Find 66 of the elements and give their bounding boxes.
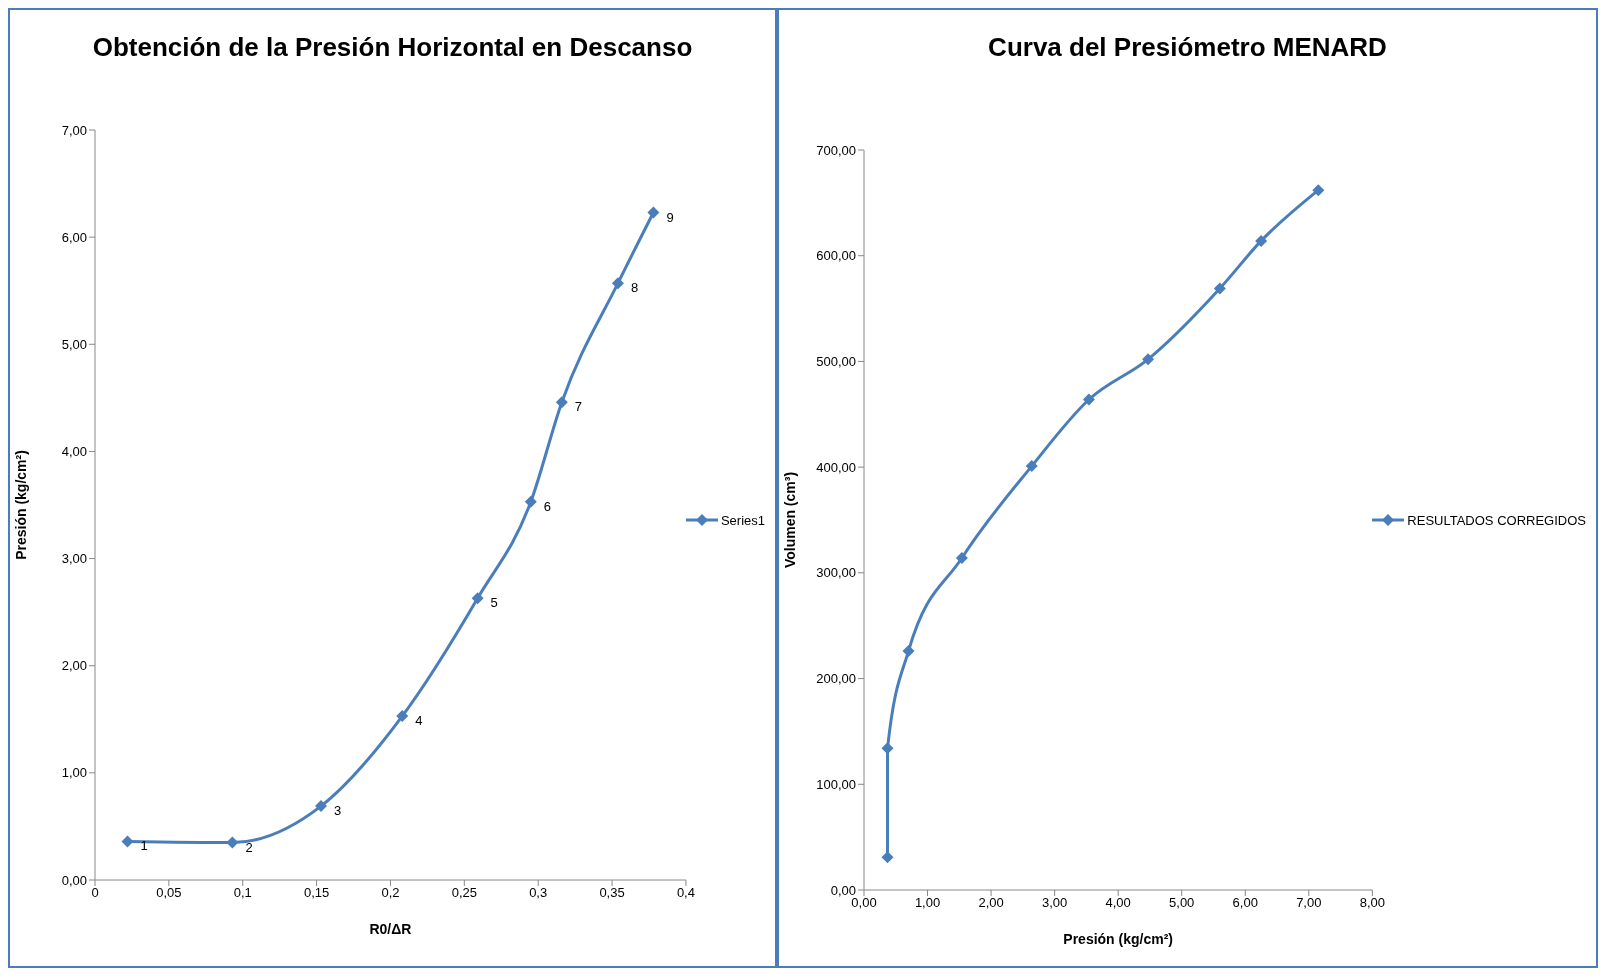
annotation: 9: [666, 209, 674, 225]
point: [315, 800, 328, 813]
x-tick-label: 4,00: [1105, 895, 1131, 911]
annotation: 1: [140, 838, 148, 854]
y-tick-label: 1,00: [61, 765, 87, 781]
annotation: 7: [574, 399, 583, 415]
y-tick-label: 7,00: [61, 122, 87, 138]
y-axis-title: Presión (kg/cm²): [12, 450, 29, 560]
x-axis-title: Presión (kg/cm²): [1063, 931, 1174, 947]
annotation: 3: [334, 803, 342, 819]
y-tick-label: 2,00: [61, 658, 87, 674]
annotation: 8: [630, 280, 639, 296]
point: [1025, 460, 1038, 473]
y-axis-title: Volumen (cm³): [781, 471, 798, 569]
point: [1312, 184, 1325, 197]
x-tick-label: 0,15: [303, 885, 330, 901]
x-tick-label: 0,25: [451, 885, 477, 901]
annotation: 2: [245, 839, 253, 855]
x-tick-label: 6,00: [1232, 895, 1258, 911]
annotation: 4: [415, 713, 423, 729]
x-tick-label: 7,00: [1296, 895, 1322, 911]
y-tick-label: 5,00: [61, 336, 87, 352]
annotation: 6: [543, 498, 552, 514]
chart-title: Obtención de la Presión Horizontal en Descanso: [91, 32, 694, 63]
x-tick-label: 8,00: [1359, 895, 1385, 911]
x-tick-label: 1,00: [914, 895, 941, 911]
y-tick-label: 0,00: [61, 872, 87, 888]
point: [1082, 393, 1095, 406]
chart-title: Curva del Presiómetro MENARD: [987, 32, 1388, 63]
legend-label: Series1: [720, 512, 765, 528]
legend-label: RESULTADOS CORREGIDOS: [1407, 512, 1586, 528]
y-tick-label: 100,00: [816, 776, 856, 792]
point: [955, 552, 968, 565]
point: [1142, 353, 1155, 366]
x-tick-label: 3,00: [1041, 895, 1068, 911]
x-tick-label: 0,1: [233, 885, 252, 901]
y-tick-label: 6,00: [61, 229, 87, 245]
point: [902, 645, 915, 658]
y-tick-label: 500,00: [816, 354, 856, 370]
point: [611, 277, 624, 290]
y-tick-label: 3,00: [61, 551, 87, 567]
point: [471, 592, 484, 605]
x-tick-label: 5,00: [1169, 895, 1195, 911]
point: [647, 206, 660, 219]
x-tick-label: 0,05: [156, 885, 182, 901]
y-tick-label: 300,00: [816, 565, 856, 581]
x-tick-label: 0,4: [676, 885, 695, 901]
y-tick-label: 200,00: [816, 671, 856, 687]
point: [396, 710, 409, 723]
x-tick-label: 0: [91, 885, 99, 901]
annotation: 5: [490, 595, 498, 611]
x-tick-label: 0,00: [851, 895, 877, 911]
x-tick-label: 0,2: [381, 885, 400, 901]
point: [1213, 282, 1226, 295]
point: [555, 396, 568, 409]
x-tick-label: 2,00: [978, 895, 1004, 911]
y-tick-label: 600,00: [816, 248, 856, 264]
x-tick-label: 0,35: [599, 885, 625, 901]
y-tick-label: 4,00: [61, 444, 87, 460]
y-tick-label: 700,00: [816, 142, 856, 158]
y-tick-label: 400,00: [816, 459, 856, 475]
x-tick-label: 0,3: [529, 885, 548, 901]
point: [121, 835, 134, 848]
x-axis-title: R0/ΔR: [369, 921, 412, 937]
point: [524, 495, 537, 508]
point: [1255, 234, 1268, 247]
